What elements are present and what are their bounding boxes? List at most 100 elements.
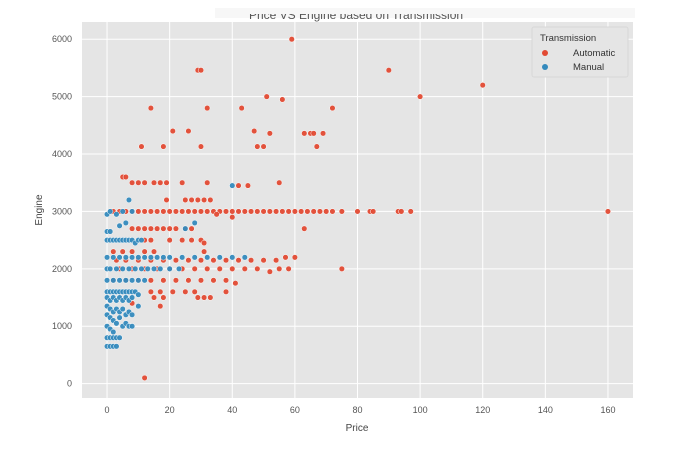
point-automatic — [157, 179, 164, 186]
y-tick-label: 3000 — [52, 206, 72, 216]
point-automatic — [185, 128, 192, 135]
point-automatic — [157, 288, 164, 295]
x-tick-label: 0 — [105, 405, 110, 415]
point-automatic — [157, 303, 164, 310]
point-automatic — [285, 208, 292, 215]
point-automatic — [266, 130, 273, 137]
point-automatic — [260, 208, 267, 215]
point-automatic — [229, 214, 236, 221]
point-manual — [191, 219, 198, 226]
point-automatic — [216, 265, 223, 272]
point-automatic — [201, 239, 208, 247]
point-manual — [122, 219, 129, 226]
point-automatic — [229, 265, 236, 272]
point-automatic — [197, 143, 205, 150]
point-automatic — [266, 268, 273, 275]
x-tick-label: 40 — [227, 405, 237, 415]
point-automatic — [241, 208, 248, 215]
point-automatic — [266, 208, 273, 215]
point-automatic — [194, 294, 201, 301]
point-automatic — [232, 280, 239, 287]
point-automatic — [163, 196, 170, 204]
point-manual — [138, 237, 145, 244]
point-automatic — [301, 130, 308, 137]
point-automatic — [285, 265, 292, 272]
point-automatic — [291, 208, 298, 215]
point-automatic — [254, 143, 261, 150]
point-automatic — [160, 277, 167, 284]
point-manual — [135, 254, 142, 261]
point-manual — [229, 254, 236, 261]
point-manual — [191, 254, 198, 261]
point-manual — [241, 254, 248, 261]
point-manual — [110, 277, 117, 284]
point-automatic — [179, 179, 186, 186]
point-automatic — [201, 196, 208, 204]
x-tick-label: 120 — [475, 405, 490, 415]
point-manual — [144, 265, 151, 272]
point-automatic — [163, 179, 170, 186]
legend-label-automatic: Automatic — [573, 48, 615, 59]
point-manual — [166, 254, 173, 261]
point-manual — [110, 328, 117, 336]
x-tick-label: 160 — [600, 405, 615, 415]
point-automatic — [263, 93, 270, 100]
point-automatic — [229, 208, 236, 215]
point-manual — [125, 196, 133, 204]
point-automatic — [301, 225, 308, 232]
point-automatic — [141, 208, 148, 215]
point-manual — [122, 277, 129, 284]
point-manual — [107, 208, 114, 215]
point-automatic — [135, 179, 142, 186]
point-manual — [154, 254, 161, 261]
point-automatic — [251, 128, 258, 135]
point-manual — [179, 254, 186, 261]
point-automatic — [147, 277, 154, 284]
point-automatic — [197, 277, 205, 284]
point-automatic — [172, 257, 179, 264]
point-automatic — [276, 179, 283, 186]
point-automatic — [160, 225, 167, 232]
point-manual — [129, 311, 136, 318]
point-automatic — [185, 277, 192, 284]
point-automatic — [129, 179, 136, 186]
point-automatic — [188, 225, 195, 232]
point-manual — [125, 265, 133, 272]
point-automatic — [172, 277, 179, 284]
point-automatic — [147, 208, 154, 215]
legend-label-manual: Manual — [573, 62, 604, 73]
point-automatic — [291, 254, 298, 261]
point-automatic — [147, 288, 154, 295]
point-automatic — [213, 211, 220, 218]
point-automatic — [222, 277, 230, 284]
point-automatic — [141, 248, 148, 255]
point-automatic — [204, 265, 211, 272]
point-automatic — [338, 265, 345, 272]
point-manual — [119, 265, 126, 272]
x-axis-label: Price — [346, 423, 369, 434]
point-automatic — [188, 196, 195, 204]
point-automatic — [150, 179, 158, 186]
point-manual — [160, 254, 167, 261]
point-automatic — [260, 257, 267, 264]
point-manual — [119, 305, 126, 313]
point-automatic — [323, 208, 330, 215]
x-tick-label: 100 — [413, 405, 428, 415]
y-tick-label: 1000 — [52, 321, 72, 331]
point-manual — [116, 277, 123, 284]
point-automatic — [210, 257, 217, 264]
point-automatic — [604, 208, 612, 215]
point-automatic — [248, 257, 255, 264]
point-manual — [116, 222, 123, 229]
point-manual — [132, 265, 139, 272]
point-automatic — [260, 143, 267, 150]
x-tick-label: 20 — [165, 405, 175, 415]
point-manual — [113, 343, 120, 350]
point-automatic — [147, 237, 154, 244]
point-automatic — [197, 208, 205, 215]
point-manual — [129, 277, 136, 284]
point-manual — [141, 254, 148, 261]
point-manual — [176, 265, 183, 272]
point-manual — [113, 211, 120, 218]
